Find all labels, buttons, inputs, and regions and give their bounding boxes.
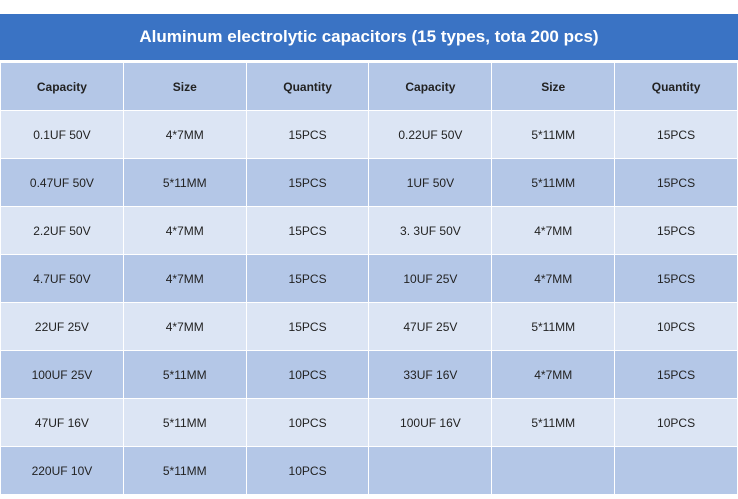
cell: 15PCS: [245, 302, 370, 351]
header-cell: Capacity: [368, 62, 493, 111]
cell: 15PCS: [245, 254, 370, 303]
header-cell: Size: [122, 62, 247, 111]
data-row: 47UF 16V 5*11MM 10PCS 100UF 16V 5*11MM 10PCS: [0, 398, 738, 447]
empty-cell: [614, 446, 738, 495]
data-row: 4.7UF 50V 4*7MM 15PCS 10UF 25V 4*7MM 15PCS: [0, 254, 738, 303]
cell: 15PCS: [614, 158, 738, 207]
empty-cell: [491, 446, 616, 495]
cell: 0.1UF 50V: [0, 110, 124, 159]
cell: 47UF 16V: [0, 398, 124, 447]
cell: 4.7UF 50V: [0, 254, 124, 303]
spec-table: Capacity Size Quantity Capacity Size Quantity…: [0, 62, 738, 495]
cell: 15PCS: [614, 350, 738, 399]
cell: 15PCS: [614, 110, 738, 159]
cell: 33UF 16V: [368, 350, 493, 399]
cell: 10UF 25V: [368, 254, 493, 303]
cell: 4*7MM: [122, 110, 247, 159]
cell: 5*11MM: [122, 446, 247, 495]
data-row: 100UF 25V 5*11MM 10PCS 33UF 16V 4*7MM 15PCS: [0, 350, 738, 399]
cell: 5*11MM: [491, 302, 616, 351]
cell: 15PCS: [245, 158, 370, 207]
cell: 5*11MM: [491, 110, 616, 159]
header-cell: Size: [491, 62, 616, 111]
cell: 10PCS: [245, 350, 370, 399]
cell: 4*7MM: [122, 302, 247, 351]
cell: 22UF 25V: [0, 302, 124, 351]
header-cell: Capacity: [0, 62, 124, 111]
header-row: Capacity Size Quantity Capacity Size Quantity: [0, 62, 738, 111]
cell: 220UF 10V: [0, 446, 124, 495]
cell: 5*11MM: [122, 158, 247, 207]
cell: 4*7MM: [491, 206, 616, 255]
table-title: Aluminum electrolytic capacitors (15 typ…: [0, 14, 738, 62]
cell: 4*7MM: [491, 254, 616, 303]
cell: 0.47UF 50V: [0, 158, 124, 207]
cell: 100UF 25V: [0, 350, 124, 399]
cell: 5*11MM: [491, 398, 616, 447]
cell: 10PCS: [245, 446, 370, 495]
cell: 0.22UF 50V: [368, 110, 493, 159]
empty-cell: [368, 446, 493, 495]
cell: 4*7MM: [122, 254, 247, 303]
cell: 1UF 50V: [368, 158, 493, 207]
cell: 4*7MM: [122, 206, 247, 255]
data-row: 2.2UF 50V 4*7MM 15PCS 3. 3UF 50V 4*7MM 15PCS: [0, 206, 738, 255]
cell: 5*11MM: [122, 350, 247, 399]
cell: 15PCS: [245, 206, 370, 255]
cell: 5*11MM: [122, 398, 247, 447]
data-row: 0.1UF 50V 4*7MM 15PCS 0.22UF 50V 5*11MM 15PCS: [0, 110, 738, 159]
data-row: 0.47UF 50V 5*11MM 15PCS 1UF 50V 5*11MM 15PCS: [0, 158, 738, 207]
cell: 15PCS: [245, 110, 370, 159]
header-cell: Quantity: [245, 62, 370, 111]
table-panel: Aluminum electrolytic capacitors (15 typ…: [0, 14, 738, 495]
cell: 10PCS: [245, 398, 370, 447]
cell: 10PCS: [614, 302, 738, 351]
cell: 47UF 25V: [368, 302, 493, 351]
cell: 10PCS: [614, 398, 738, 447]
data-row: 22UF 25V 4*7MM 15PCS 47UF 25V 5*11MM 10PCS: [0, 302, 738, 351]
cell: 100UF 16V: [368, 398, 493, 447]
header-cell: Quantity: [614, 62, 738, 111]
cell: 4*7MM: [491, 350, 616, 399]
cell: 15PCS: [614, 206, 738, 255]
cell: 2.2UF 50V: [0, 206, 124, 255]
cell: 15PCS: [614, 254, 738, 303]
cell: 5*11MM: [491, 158, 616, 207]
cell: 3. 3UF 50V: [368, 206, 493, 255]
data-row: 220UF 10V 5*11MM 10PCS: [0, 446, 738, 495]
